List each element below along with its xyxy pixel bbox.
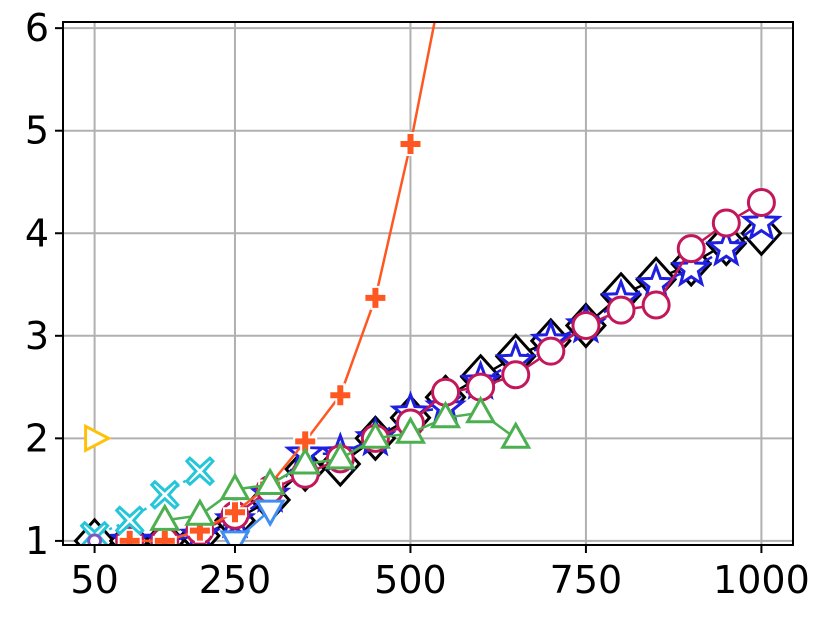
data-point: [465, 395, 497, 424]
data-point: [223, 500, 247, 525]
tick-labels: 50 250 500 750 1000 1 2 3 4 5 6: [25, 6, 810, 602]
data-point: [536, 336, 566, 366]
data-point: [394, 416, 427, 444]
data-point: [184, 456, 215, 487]
data-point: [429, 400, 462, 429]
data-point: [219, 472, 251, 501]
y-tick-label: 5: [25, 109, 49, 153]
y-tick-label: 2: [25, 416, 49, 460]
data-point: [87, 533, 103, 545]
data-point: [117, 528, 142, 545]
plot-area: [73, 22, 783, 545]
data-point: [398, 132, 423, 156]
series-line: [94, 470, 201, 537]
data-point: [606, 295, 636, 325]
data-point: [187, 518, 212, 543]
data-point: [705, 226, 748, 267]
x-tick-label: 500: [374, 558, 447, 602]
data-point: [254, 467, 286, 495]
data-point: [149, 479, 180, 510]
data-point: [363, 285, 388, 310]
data-point: [254, 499, 286, 528]
data-point: [501, 360, 531, 390]
data-point: [149, 503, 181, 531]
data-point: [746, 187, 776, 217]
data-point: [500, 421, 532, 449]
x-tick-label: 50: [70, 558, 118, 602]
data-point: [184, 498, 216, 526]
data-point: [711, 208, 741, 238]
y-tick-label: 1: [25, 519, 49, 563]
data-point: [359, 421, 391, 449]
data-point: [84, 423, 112, 453]
data-point: [328, 383, 353, 408]
axes-frame: [62, 21, 794, 546]
data-point: [114, 505, 145, 536]
data-point: [676, 234, 706, 264]
data-point: [293, 429, 318, 454]
x-tick-label: 250: [199, 558, 272, 602]
series-line: [129, 201, 763, 543]
data-point: [641, 290, 671, 320]
y-tick-label: 3: [25, 314, 49, 358]
y-tick-label: 4: [25, 211, 49, 255]
data-point: [219, 530, 251, 545]
data-point: [740, 200, 783, 242]
x-tick-label: 750: [550, 558, 623, 602]
series-line: [129, 22, 436, 543]
data-point: [152, 528, 177, 545]
data-point: [289, 446, 321, 475]
data-point: [571, 311, 601, 341]
y-tick-label: 6: [25, 6, 49, 50]
data-point: [670, 246, 713, 288]
data-point: [324, 441, 356, 470]
x-tick-label: 1000: [713, 558, 810, 602]
